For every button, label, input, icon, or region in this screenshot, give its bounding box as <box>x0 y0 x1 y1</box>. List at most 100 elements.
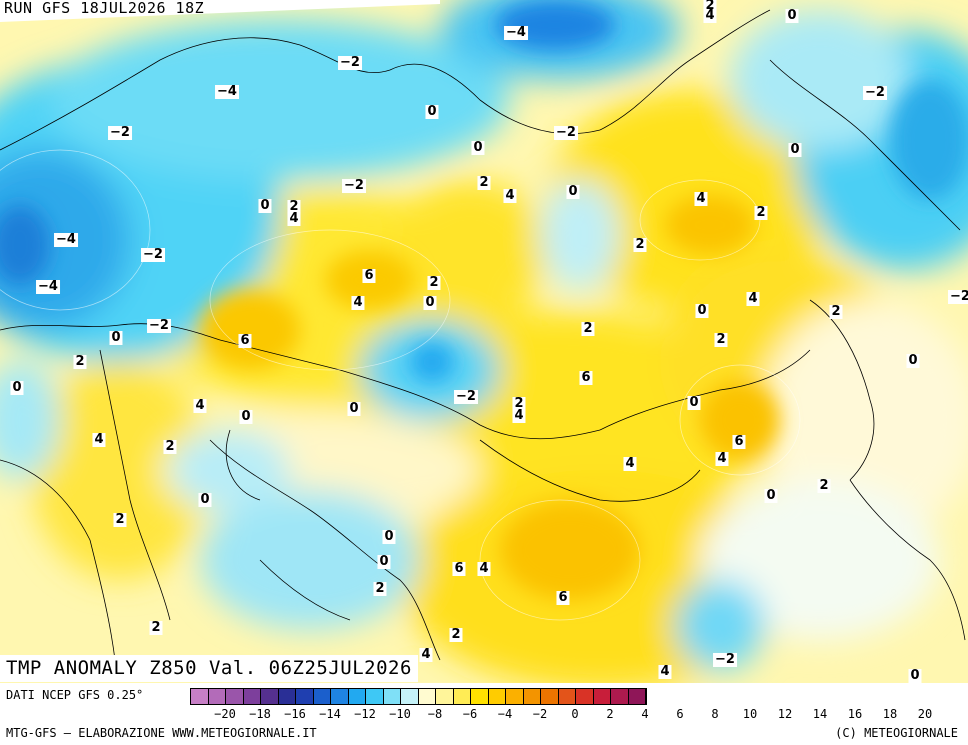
contour-label: 2 <box>373 581 387 596</box>
contour-label: −2 <box>147 318 171 333</box>
contour-label: −4 <box>36 279 60 294</box>
legend-tick-label: 4 <box>641 707 649 721</box>
contour-label: 6 <box>579 370 593 385</box>
contour-label: −2 <box>863 85 887 100</box>
contour-label: 4 <box>658 664 672 679</box>
legend-tick-label: 10 <box>742 707 758 721</box>
contour-label: −2 <box>108 125 132 140</box>
legend-swatch <box>366 689 384 704</box>
map-title: TMP ANOMALY Z850 Val. 06Z25JUL2026 <box>0 655 418 682</box>
credit-text: MTG-GFS — ELABORAZIONE WWW.METEOGIORNALE… <box>6 726 317 740</box>
contour-label: 4 <box>193 398 207 413</box>
contour-label: −2 <box>342 178 366 193</box>
legend-swatch <box>628 689 646 704</box>
contour-label: 4 <box>512 408 526 423</box>
color-legend-bar <box>190 688 647 705</box>
contour-label: 4 <box>703 8 717 23</box>
legend-tick-label: 16 <box>847 707 863 721</box>
legend-swatch <box>436 689 454 704</box>
legend-tick-label: −4 <box>497 707 513 721</box>
contour-label: 2 <box>287 199 301 214</box>
legend-swatch <box>226 689 244 704</box>
legend-tick-label: 18 <box>882 707 898 721</box>
legend-tick-label: −14 <box>319 707 341 721</box>
footer: DATI NCEP GFS 0.25° −20 −18 −16 −14 −12 −10 −8… <box>0 683 968 745</box>
legend-swatch <box>296 689 314 704</box>
legend-swatch <box>593 689 611 704</box>
legend-swatch <box>278 689 296 704</box>
legend-swatch <box>523 689 541 704</box>
contour-label: 2 <box>714 332 728 347</box>
legend-swatch <box>191 689 209 704</box>
contour-label: 4 <box>746 291 760 306</box>
legend-tick-label: −16 <box>284 707 306 721</box>
contour-label: 0 <box>377 554 391 569</box>
contour-label: −2 <box>454 389 478 404</box>
contour-label: 4 <box>623 456 637 471</box>
contour-label: 0 <box>764 488 778 503</box>
contour-label: 0 <box>423 295 437 310</box>
contour-label: 2 <box>829 304 843 319</box>
contour-label: 0 <box>198 492 212 507</box>
contour-label: 2 <box>581 321 595 336</box>
contour-label: 4 <box>419 647 433 662</box>
contour-label: 0 <box>908 668 922 683</box>
legend-tick-label: −2 <box>532 707 548 721</box>
legend-tick-label: 12 <box>777 707 793 721</box>
data-source: DATI NCEP GFS 0.25° <box>6 688 144 702</box>
contour-label: 6 <box>452 561 466 576</box>
contour-label: 0 <box>906 353 920 368</box>
legend-tick-label: 6 <box>676 707 684 721</box>
contour-label: 0 <box>471 140 485 155</box>
legend-swatch <box>576 689 594 704</box>
contour-label: 2 <box>754 205 768 220</box>
legend-swatch <box>611 689 629 704</box>
map-background <box>0 0 968 683</box>
contour-label: −2 <box>338 55 362 70</box>
legend-swatch <box>243 689 261 704</box>
contour-label: 0 <box>695 303 709 318</box>
contour-label: 2 <box>817 478 831 493</box>
legend-swatch <box>471 689 489 704</box>
legend-tick-label: −10 <box>389 707 411 721</box>
copyright-text: (C) METEOGIORNALE <box>835 726 958 740</box>
contour-label: 4 <box>715 451 729 466</box>
legend-tick-label: −8 <box>427 707 443 721</box>
legend-tick-label: −18 <box>249 707 271 721</box>
temperature-anomaly-map: RUN GFS 18JUL2026 18Z −4 −2 −4 −2 −2 −2 0 0 0 0 2 4… <box>0 0 968 683</box>
contour-label: 2 <box>163 439 177 454</box>
contour-label: −2 <box>948 290 968 304</box>
contour-label: 2 <box>449 627 463 642</box>
contour-label: −2 <box>554 125 578 140</box>
contour-label: 0 <box>687 395 701 410</box>
legend-swatch <box>488 689 506 704</box>
contour-label: 2 <box>633 237 647 252</box>
legend-swatch <box>208 689 226 704</box>
contour-label: 0 <box>788 142 802 157</box>
contour-label: 6 <box>732 434 746 449</box>
legend-tick-label: 8 <box>711 707 719 721</box>
contour-label: 0 <box>785 8 799 23</box>
contour-label: 0 <box>10 380 24 395</box>
contour-label: −2 <box>141 247 165 262</box>
contour-label: 4 <box>503 188 517 203</box>
contour-label: 0 <box>239 409 253 424</box>
legend-tick-label: 2 <box>606 707 614 721</box>
contour-label: 6 <box>556 590 570 605</box>
contour-label: −4 <box>215 84 239 99</box>
contour-label: 4 <box>351 295 365 310</box>
contour-label: 0 <box>425 104 439 119</box>
legend-tick-label: 0 <box>571 707 579 721</box>
legend-tick-label: 20 <box>917 707 933 721</box>
contour-label: 6 <box>362 268 376 283</box>
legend-swatch <box>401 689 419 704</box>
legend-swatch <box>506 689 524 704</box>
contour-label: 6 <box>238 333 252 348</box>
contour-label: 4 <box>287 211 301 226</box>
contour-label: 2 <box>73 354 87 369</box>
contour-label: −2 <box>713 652 737 667</box>
legend-swatch <box>331 689 349 704</box>
contour-label: 2 <box>113 512 127 527</box>
legend-swatch <box>453 689 471 704</box>
contour-label: −4 <box>504 25 528 40</box>
